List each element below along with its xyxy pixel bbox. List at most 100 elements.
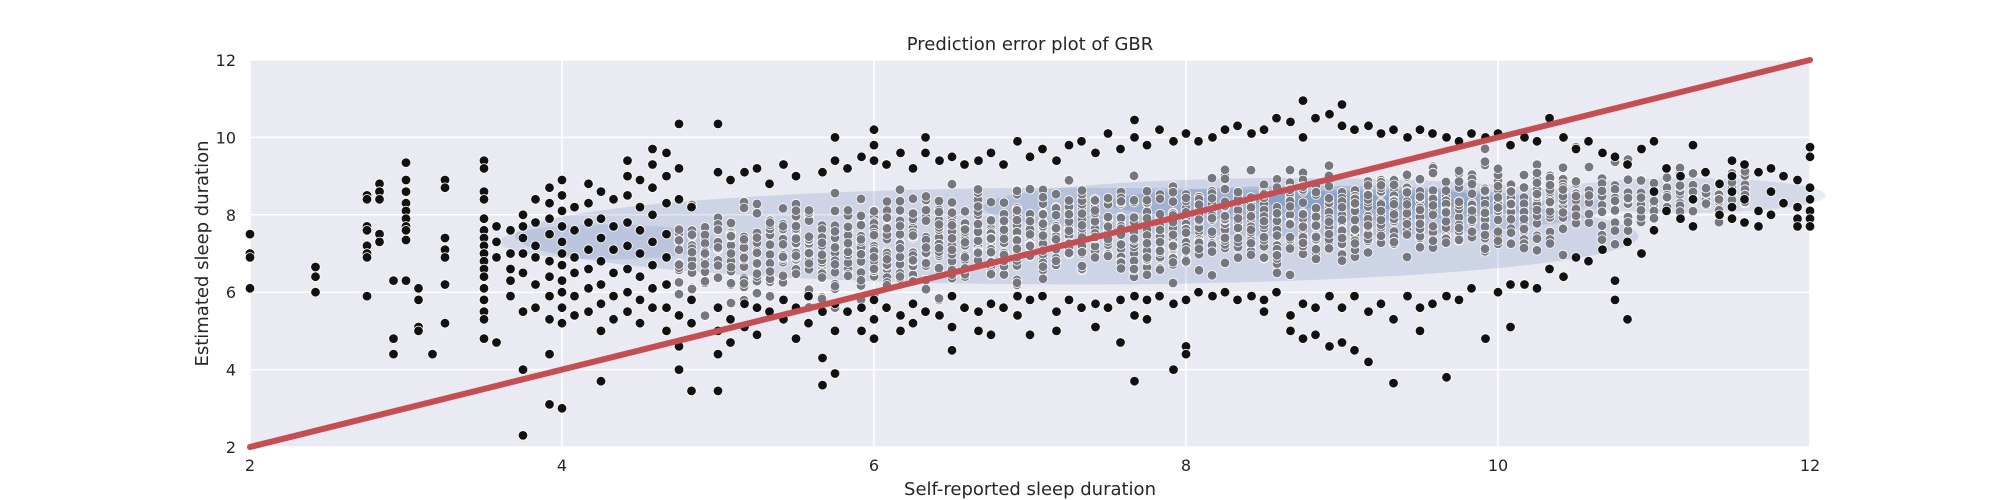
- scatter-point: [388, 333, 399, 344]
- scatter-point: [595, 298, 607, 310]
- dense-point: [1362, 247, 1374, 258]
- dense-point: [985, 196, 997, 208]
- dense-point: [1011, 214, 1023, 226]
- y-tick-label: 4: [226, 361, 236, 380]
- scatter-point: [491, 252, 502, 263]
- dense-point: [933, 219, 945, 230]
- scatter-point: [1402, 132, 1413, 143]
- scatter-point: [1012, 310, 1023, 321]
- scatter-point: [530, 194, 541, 205]
- scatter-point: [1675, 213, 1686, 224]
- dense-point: [1544, 196, 1556, 208]
- dense-point: [1271, 250, 1283, 261]
- scatter-point: [764, 178, 775, 190]
- dense-point: [855, 248, 867, 260]
- dense-point: [881, 223, 893, 234]
- scatter-point: [661, 302, 672, 313]
- dense-point: [1167, 186, 1179, 198]
- dense-point: [985, 246, 997, 258]
- dense-point: [1518, 223, 1530, 235]
- dense-point: [686, 246, 698, 258]
- dense-point: [985, 233, 997, 244]
- dense-point: [1635, 192, 1647, 203]
- scatter-point: [1336, 302, 1348, 313]
- dense-point: [1622, 192, 1634, 204]
- dense-point: [1401, 187, 1413, 198]
- dense-point: [1232, 213, 1244, 224]
- dense-point: [1518, 182, 1530, 193]
- dense-point: [1557, 162, 1569, 173]
- scatter-point: [530, 279, 541, 290]
- x-axis-label: Self-reported sleep duration: [904, 479, 1156, 500]
- dense-point: [1648, 195, 1660, 207]
- dense-point: [1219, 173, 1231, 185]
- scatter-point: [517, 221, 529, 232]
- dense-point: [920, 284, 932, 295]
- scatter-point: [647, 209, 658, 221]
- scatter-point: [622, 217, 633, 228]
- dense-point: [933, 206, 945, 218]
- dense-point: [1492, 202, 1504, 213]
- scatter-point: [1180, 348, 1192, 360]
- scatter-point: [1687, 194, 1699, 205]
- scatter-point: [505, 263, 516, 275]
- dense-point: [712, 224, 724, 235]
- scatter-point: [1024, 294, 1036, 306]
- scatter-point: [817, 166, 828, 178]
- scatter-point: [1778, 170, 1789, 182]
- dense-point: [1414, 191, 1426, 202]
- dense-point: [1167, 257, 1179, 268]
- dense-point: [1284, 219, 1296, 230]
- y-tick-label: 12: [216, 51, 236, 70]
- dense-point: [751, 268, 763, 279]
- scatter-point: [1726, 170, 1738, 182]
- scatter-point: [517, 364, 529, 375]
- scatter-point: [556, 275, 568, 286]
- y-tick-label: 8: [226, 206, 236, 225]
- scatter-point: [959, 302, 970, 313]
- scatter-point: [973, 306, 984, 317]
- dense-point: [1661, 172, 1673, 183]
- dense-point: [1427, 167, 1439, 179]
- dense-point: [803, 258, 815, 269]
- dense-point: [725, 248, 737, 259]
- scatter-point: [583, 283, 594, 294]
- x-tick-label: 8: [1181, 456, 1191, 475]
- scatter-point: [595, 376, 607, 387]
- dense-point: [1232, 186, 1244, 198]
- scatter-point: [1193, 136, 1204, 147]
- scatter-point: [661, 252, 672, 263]
- dense-point: [1492, 163, 1504, 175]
- scatter-point: [1466, 128, 1477, 139]
- dense-point: [1609, 239, 1621, 250]
- dense-point: [1310, 231, 1322, 243]
- scatter-point: [1726, 155, 1738, 166]
- scatter-point: [517, 232, 529, 244]
- scatter-point: [1310, 302, 1321, 313]
- dense-point: [699, 259, 711, 270]
- dense-point: [1440, 176, 1452, 188]
- dense-point: [1362, 189, 1374, 201]
- scatter-point: [1024, 151, 1036, 163]
- dense-point: [1583, 208, 1595, 220]
- scatter-point: [244, 252, 256, 263]
- scatter-point: [439, 252, 451, 263]
- scatter-point: [778, 294, 789, 306]
- dense-point: [712, 260, 724, 271]
- dense-point: [946, 244, 958, 256]
- scatter-point: [1168, 298, 1179, 310]
- scatter-point: [1363, 356, 1374, 368]
- scatter-point: [1792, 201, 1803, 213]
- dense-point: [1063, 175, 1075, 186]
- dense-point: [1167, 277, 1179, 289]
- dense-point: [1635, 175, 1647, 186]
- scatter-point: [868, 124, 880, 135]
- dense-point: [1219, 164, 1231, 176]
- dense-point: [725, 217, 737, 229]
- scatter-point: [1453, 294, 1465, 306]
- scatter-point: [1180, 294, 1192, 306]
- dense-point: [1050, 188, 1062, 200]
- dense-point: [1557, 223, 1569, 235]
- scatter-point: [790, 170, 802, 182]
- dense-point: [1323, 216, 1335, 227]
